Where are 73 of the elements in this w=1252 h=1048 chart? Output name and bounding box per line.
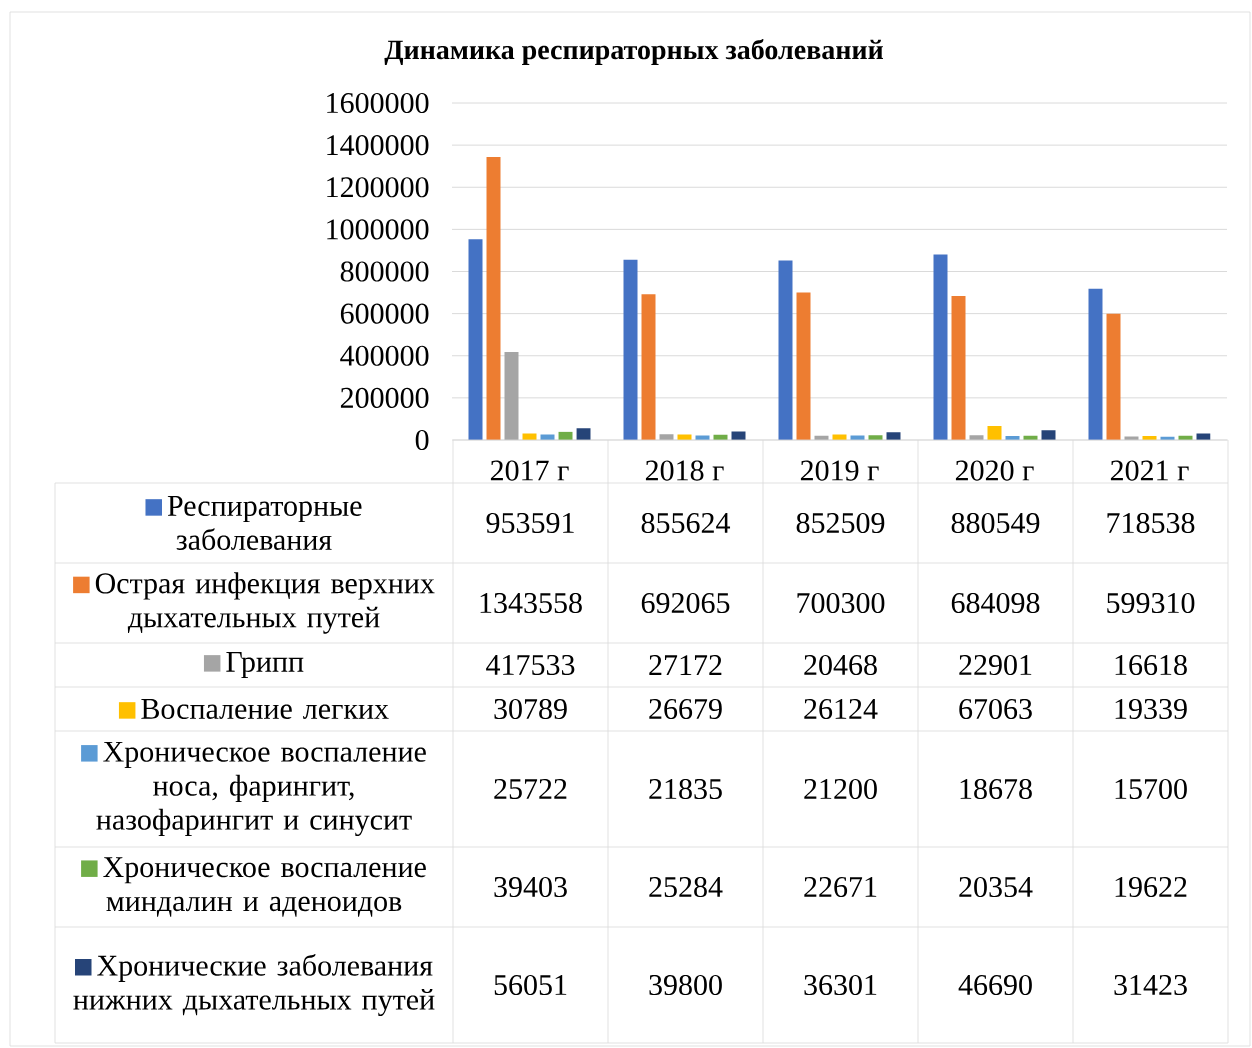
y-tick-label: 1600000 <box>327 92 429 114</box>
data-label: 36301 <box>804 974 877 996</box>
legend-label: Острая инфекция верхних дыхательных путей <box>95 572 435 634</box>
bar <box>778 260 793 440</box>
data-label: 21200 <box>804 778 877 800</box>
x-tick-label: 2020 г <box>955 460 1034 481</box>
data-label: 31423 <box>1114 974 1187 996</box>
data-label: 19339 <box>1115 698 1187 720</box>
data-label: 1343558 <box>480 592 582 614</box>
data-label: 20468 <box>804 654 877 676</box>
data-label: 16618 <box>1115 654 1187 676</box>
data-label: 67063 <box>959 698 1032 720</box>
data-label: 21835 <box>649 778 722 800</box>
y-tick-label: 1400000 <box>327 135 429 156</box>
y-tick-label: 200000 <box>340 387 429 408</box>
bar <box>641 294 656 440</box>
x-tick-label: 2018 г <box>645 460 724 481</box>
bar <box>796 292 811 440</box>
bar <box>951 295 966 440</box>
legend-label: Респираторные заболевания <box>167 496 362 550</box>
legend-label: Воспаление легких <box>141 699 389 719</box>
y-tick-label: 1000000 <box>327 219 429 240</box>
data-label: 27172 <box>649 655 722 675</box>
chart-title: Динамика респираторных заболеваний <box>384 38 883 66</box>
data-label: 599310 <box>1107 592 1195 614</box>
bar <box>504 352 519 440</box>
data-label: 852509 <box>796 512 885 534</box>
x-tick-label: 2017 г <box>490 460 569 481</box>
data-label: 20354 <box>959 876 1033 898</box>
legend-label: Хроническое воспаление миндалин и аденоидов <box>103 857 426 917</box>
y-tick-label: 800000 <box>340 261 429 282</box>
legend-label: Хроническое воспаление носа, фарингит, назофарингит и синусит <box>96 741 426 837</box>
bar <box>486 157 501 440</box>
bar <box>987 425 1002 440</box>
bar <box>1088 288 1103 440</box>
data-label: 22901 <box>959 654 1032 676</box>
data-label: 718538 <box>1107 512 1195 534</box>
data-label: 700300 <box>797 592 885 614</box>
data-label: 25722 <box>494 778 567 800</box>
legend-label: Грипп <box>226 651 304 679</box>
data-label: 18678 <box>960 778 1032 800</box>
bar <box>468 239 483 440</box>
data-label: 15700 <box>1115 778 1187 800</box>
bar <box>576 428 591 440</box>
data-label: 417533 <box>486 654 575 676</box>
data-label: 39403 <box>494 876 567 898</box>
data-label: 39800 <box>649 974 722 996</box>
bar <box>1106 313 1121 440</box>
bar <box>933 254 948 440</box>
data-label: 46690 <box>958 974 1032 996</box>
data-label: 26124 <box>804 698 878 720</box>
data-label: 855624 <box>641 512 731 534</box>
data-label: 56051 <box>494 974 567 996</box>
data-label: 953591 <box>486 512 574 534</box>
data-label: 684098 <box>951 592 1040 614</box>
y-tick-label: 1200000 <box>327 177 429 198</box>
data-label: 26679 <box>649 698 722 720</box>
x-tick-label: 2019 г <box>800 460 879 481</box>
data-label: 19622 <box>1115 876 1187 898</box>
data-label: 25284 <box>649 876 723 898</box>
y-tick-label: 600000 <box>340 303 429 324</box>
bar <box>832 434 847 440</box>
x-tick-label: 2021 г <box>1110 460 1189 481</box>
bar <box>623 259 638 440</box>
bar <box>886 432 901 440</box>
data-label: 692065 <box>641 592 730 614</box>
legend-label: Хронические заболевания нижних дыхательных путей <box>73 954 435 1016</box>
data-label: 880549 <box>951 512 1040 534</box>
bar <box>1041 430 1056 440</box>
y-tick-label: 400000 <box>340 345 429 366</box>
data-label: 22671 <box>804 876 877 898</box>
data-label: 30789 <box>494 698 567 720</box>
y-tick-label: 0 <box>415 429 429 451</box>
